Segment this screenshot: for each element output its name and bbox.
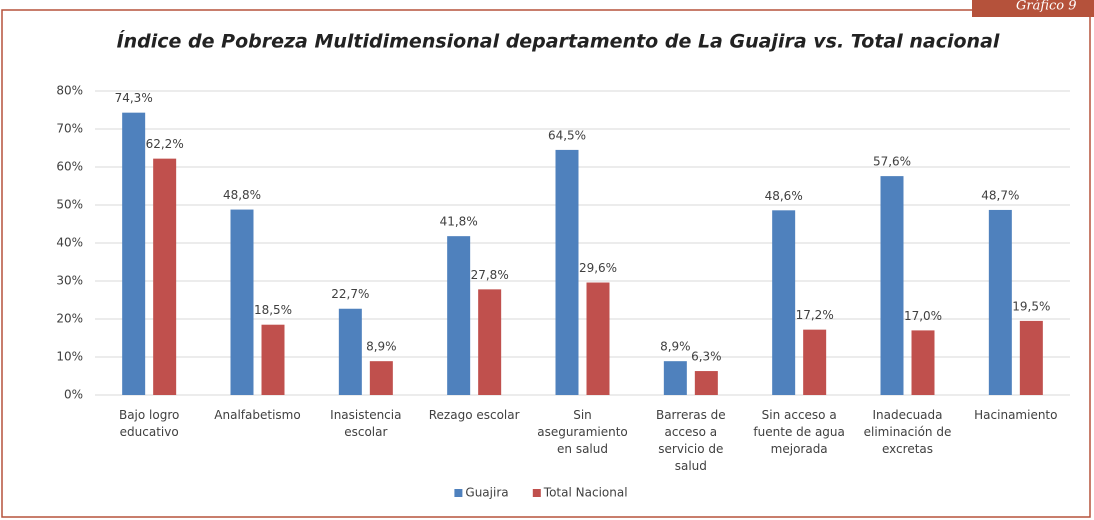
- bar: [153, 158, 177, 395]
- value-label: 48,7%: [981, 188, 1019, 202]
- y-tick-label: 0%: [64, 388, 83, 402]
- legend-label: Guajira: [465, 486, 508, 500]
- legend-label: Total Nacional: [543, 486, 628, 500]
- bar: [555, 149, 579, 395]
- bar: [880, 176, 904, 395]
- value-label: 22,7%: [331, 287, 369, 301]
- x-tick-label: Analfabetismo: [214, 408, 300, 422]
- chart-title: Índice de Pobreza Multidimensional depar…: [117, 30, 1000, 53]
- value-label: 19,5%: [1012, 299, 1050, 313]
- badge: [972, 0, 1094, 17]
- badge-text: Gráfico 9: [1016, 0, 1077, 14]
- bar: [369, 361, 393, 395]
- bar: [230, 209, 254, 395]
- x-tick-label: Rezago escolar: [429, 408, 520, 422]
- value-label: 8,9%: [366, 340, 397, 354]
- x-tick-label: Sin acceso a fuente de agua mejorada: [753, 408, 844, 456]
- legend-swatch: [532, 489, 541, 497]
- x-tick-label: Inadecuada eliminación de excretas: [864, 408, 952, 456]
- y-tick-label: 20%: [56, 312, 83, 326]
- value-label: 41,8%: [440, 215, 478, 229]
- y-tick-label: 40%: [56, 236, 83, 250]
- y-tick-label: 30%: [56, 274, 83, 288]
- y-tick-label: 60%: [56, 160, 83, 174]
- bar: [911, 330, 935, 395]
- bar: [338, 308, 362, 395]
- value-label: 18,5%: [254, 303, 292, 317]
- x-tick-label: Hacinamiento: [974, 408, 1057, 422]
- value-label: 17,2%: [796, 308, 834, 322]
- y-tick-label: 70%: [56, 122, 83, 136]
- value-label: 27,8%: [471, 268, 509, 282]
- value-label: 48,6%: [765, 189, 803, 203]
- value-label: 64,5%: [548, 128, 586, 142]
- y-tick-label: 50%: [56, 198, 83, 212]
- legend-swatch: [454, 489, 463, 497]
- frame: [1, 9, 1091, 518]
- bar: [478, 289, 502, 395]
- value-label: 29,6%: [579, 261, 617, 275]
- bar: [803, 329, 827, 395]
- value-label: 62,2%: [146, 137, 184, 151]
- bar: [1019, 320, 1043, 395]
- value-label: 6,3%: [691, 350, 722, 364]
- value-label: 74,3%: [115, 91, 153, 105]
- value-label: 8,9%: [660, 340, 691, 354]
- bar: [447, 236, 471, 395]
- y-tick-label: 80%: [56, 84, 83, 98]
- x-tick-label: Sin aseguramiento en salud: [537, 408, 628, 456]
- value-label: 57,6%: [873, 155, 911, 169]
- bar: [122, 112, 146, 395]
- x-tick-label: Inasistencia escolar: [330, 408, 401, 439]
- x-tick-label: Barreras de acceso a servicio de salud: [656, 408, 726, 473]
- bar: [694, 371, 718, 395]
- bar: [261, 324, 285, 395]
- bar: [663, 361, 687, 395]
- value-label: 48,8%: [223, 188, 261, 202]
- bar: [772, 210, 796, 395]
- bar: [586, 282, 610, 395]
- x-tick-label: Bajo logro educativo: [119, 408, 179, 439]
- bar: [988, 209, 1012, 395]
- y-tick-label: 10%: [56, 350, 83, 364]
- value-label: 17,0%: [904, 309, 942, 323]
